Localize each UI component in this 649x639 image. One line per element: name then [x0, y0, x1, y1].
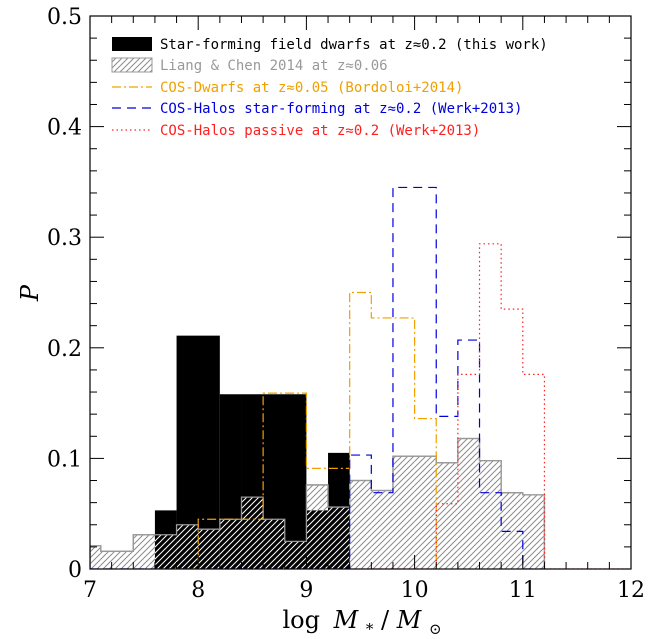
overlap-hatch-5: [198, 529, 220, 569]
y-tick-label: 0: [68, 558, 82, 583]
x-tick-label: 7: [83, 578, 97, 603]
liang-chen-bar-19: [501, 492, 523, 569]
overlap-hatch-6: [219, 519, 242, 569]
overlap-hatch-10: [306, 510, 329, 569]
legend-label-cos-halos-sf: COS-Halos star-forming at z≈0.2 (Werk+20…: [160, 101, 522, 117]
x-axis-title-sub: *: [366, 620, 374, 638]
liang-chen-bar-13: [371, 490, 393, 569]
y-tick-label: 0.1: [47, 447, 82, 472]
y-tick-label: 0.5: [47, 5, 82, 30]
overlap-hatch-3: [154, 534, 177, 569]
tick-labels: 7 8 9 10 11 12 0 0.1 0.2 0.3 0.4 0.5: [47, 5, 645, 603]
legend-label-liang-chen: Liang & Chen 2014 at z≈0.06: [160, 58, 388, 74]
series-layer: [90, 186, 631, 569]
liang-chen-bar-20: [522, 494, 545, 569]
overlap-hatch-8: [263, 519, 285, 569]
x-tick-label: 10: [401, 578, 429, 603]
liang-chen-bar-12: [349, 480, 372, 569]
x-tick-label: 8: [191, 578, 205, 603]
y-tick-label: 0.2: [47, 337, 82, 362]
y-axis-title: P: [16, 284, 44, 302]
axes-frame: [89, 15, 632, 570]
liang-chen-bar-2: [133, 534, 155, 569]
liang-chen-bar-16: [436, 462, 458, 569]
x-axis-title-var2: M: [396, 606, 423, 634]
x-axis-title-var: M: [333, 606, 360, 634]
legend-label-this-work: Star-forming field dwarfs at z≈0.2 (this…: [160, 37, 548, 53]
liang-chen-bar-15: [414, 456, 437, 569]
x-tick-label: 11: [509, 578, 537, 603]
overlap-hatch-4: [176, 524, 199, 569]
x-tick-label: 12: [617, 578, 645, 603]
y-tick-label: 0.3: [47, 226, 82, 251]
legend-label-cos-dwarfs: COS-Dwarfs at z≈0.05 (Bordoloi+2014): [160, 80, 463, 96]
legend: Star-forming field dwarfs at z≈0.2 (this…: [111, 37, 548, 139]
overlap-hatch-7: [241, 497, 264, 569]
liang-chen-bar-18: [479, 460, 502, 569]
liang-chen-bar-17: [457, 438, 480, 569]
x-tick-label: 9: [299, 578, 313, 603]
liang-chen-bar-0: [90, 545, 101, 569]
liang-chen-bar-1: [100, 551, 134, 569]
x-axis-title-sub2: ⊙: [429, 620, 442, 638]
legend-swatch-this-work: [112, 37, 152, 51]
x-axis-title-log: log: [282, 606, 320, 634]
legend-swatch-liang-chen: [111, 57, 153, 73]
x-axis-title: log M * / M ⊙: [282, 606, 441, 639]
overlap-hatch-9: [284, 541, 307, 569]
y-tick-label: 0.4: [47, 116, 82, 141]
legend-label-cos-halos-passive: COS-Halos passive at z≈0.2 (Werk+2013): [160, 123, 480, 139]
overlap-hatch-11: [328, 507, 350, 569]
liang-chen-bar-14: [392, 456, 415, 569]
cos-halos-sf-line: [90, 186, 545, 569]
plot-frame: [89, 15, 632, 570]
x-axis-title-sep: /: [381, 606, 390, 634]
